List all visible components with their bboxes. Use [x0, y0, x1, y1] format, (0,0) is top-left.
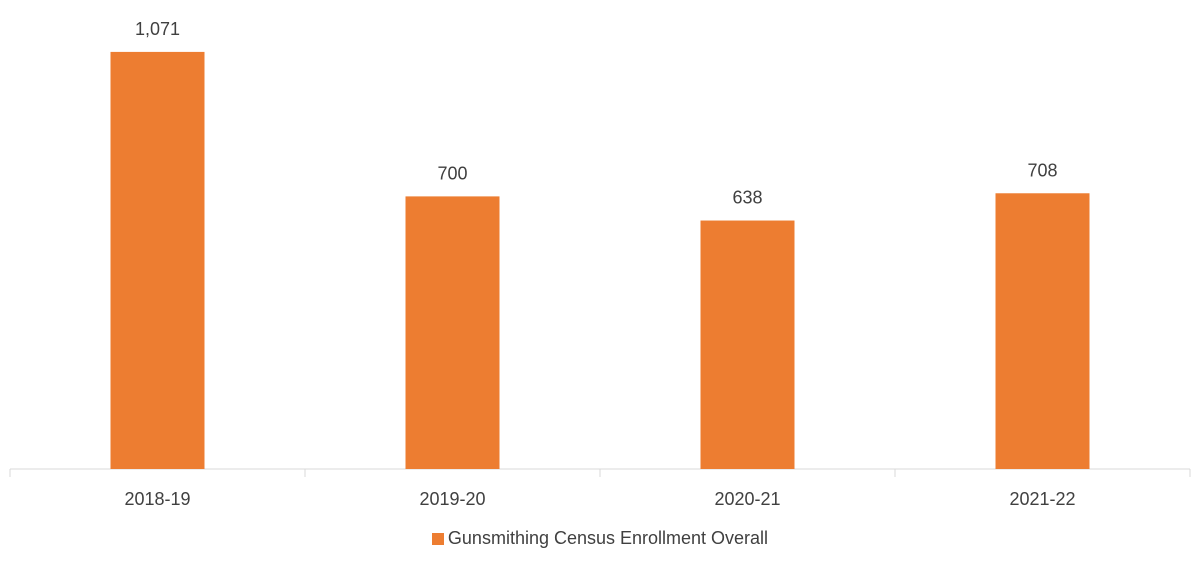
legend-swatch [431, 532, 444, 545]
x-tick-label-2019-20: 2019-20 [419, 489, 485, 509]
data-label-2020-21: 638 [732, 188, 762, 208]
data-label-2018-19: 1,071 [135, 19, 180, 39]
data-label-2021-22: 708 [1027, 160, 1057, 180]
x-tick-label-2020-21: 2020-21 [714, 489, 780, 509]
legend: Gunsmithing Census Enrollment Overall [0, 528, 1200, 549]
bar-2019-20 [405, 196, 500, 469]
data-label-2019-20: 700 [437, 163, 467, 183]
x-tick-label-2018-19: 2018-19 [124, 489, 190, 509]
legend-label: Gunsmithing Census Enrollment Overall [447, 528, 769, 548]
bar-2020-21 [700, 220, 795, 469]
bar-2021-22 [995, 193, 1090, 470]
bar-2018-19 [110, 51, 205, 469]
x-tick-label-2021-22: 2021-22 [1009, 489, 1075, 509]
